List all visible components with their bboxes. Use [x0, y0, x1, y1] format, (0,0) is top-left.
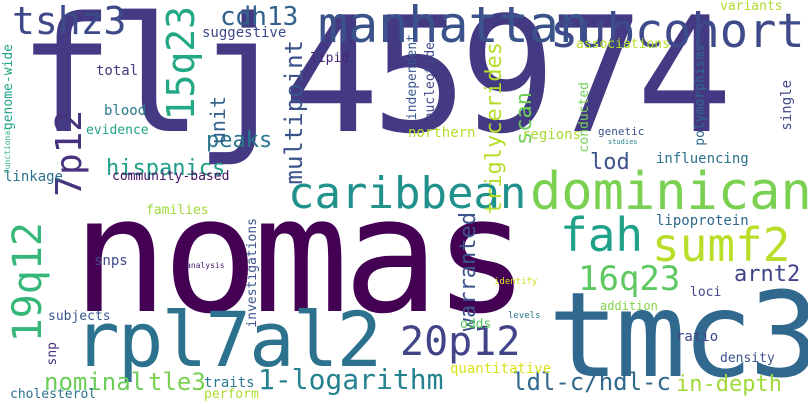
word-ldl-c-hdl-c: ldl-c/hdl-c — [512, 368, 671, 396]
word-fah: fah — [560, 208, 644, 262]
word-associations: associations — [576, 37, 670, 52]
word-blood: blood — [104, 103, 147, 119]
word-ratio: ratio — [676, 329, 719, 345]
word-cdh13: cdh13 — [220, 2, 299, 32]
word-15q23: 15q23 — [159, 6, 203, 121]
word-tmc3: tmc3 — [548, 266, 808, 404]
word-addition: addition — [600, 299, 658, 313]
word-functional: functional — [3, 126, 12, 175]
word-families: families — [146, 203, 209, 218]
word-quantitative: quantitative — [450, 361, 552, 377]
word-odds: odds — [460, 317, 492, 332]
word-snp: snp — [45, 342, 60, 366]
word-caribbean: caribbean — [288, 168, 527, 219]
word-triglycerides: triglycerides — [482, 42, 507, 215]
word-lipoprotein: lipoprotein — [656, 213, 749, 229]
word-subcohort: subcohort — [550, 4, 805, 59]
word-independent: independent — [405, 34, 420, 121]
word-lod: lod — [590, 150, 630, 175]
word-variants: variants — [720, 0, 783, 14]
word-unit: unit — [206, 96, 230, 145]
word-flj45974: flj45974 — [18, 0, 733, 169]
word-total: total — [96, 63, 139, 79]
word-nucleotide: nucleotide — [423, 42, 438, 121]
word-snps: snps — [94, 253, 128, 269]
word-loci: loci — [690, 285, 722, 300]
word-peaks: peaks — [206, 128, 273, 153]
word-genetic: genetic — [598, 125, 645, 138]
word-regions: regions — [522, 127, 582, 143]
word-analysis: analysis — [186, 261, 225, 270]
word-in-depth: in-depth — [676, 372, 782, 397]
word-suggestive: suggestive — [202, 25, 287, 41]
word-investigations: investigations — [245, 218, 260, 328]
word-studies: studies — [608, 138, 638, 146]
word-northern: northern — [408, 125, 476, 141]
word-influencing: influencing — [656, 151, 749, 167]
word-nomas: nomas — [72, 162, 530, 349]
word-density: density — [720, 351, 775, 366]
word-community-based: community-based — [112, 169, 230, 184]
word-subjects: subjects — [48, 309, 111, 324]
word-sumf2: sumf2 — [652, 218, 791, 272]
word-tshz3: tshz3 — [12, 0, 127, 43]
word-16q23: 16q23 — [578, 259, 681, 299]
word-evidence: evidence — [86, 123, 149, 138]
word-linkage: linkage — [4, 169, 64, 185]
word-hispanics: hispanics — [106, 156, 226, 181]
word-dominican: dominican — [530, 162, 808, 222]
word-manhattan: manhattan — [318, 0, 589, 54]
word-19q12: 19q12 — [5, 222, 51, 343]
word-genome-wide: genome-wide — [1, 44, 16, 131]
word-warranted: warranted — [456, 212, 481, 332]
word-tle3: tle3 — [148, 368, 206, 396]
word-perform: perform — [204, 387, 259, 402]
word-levels: levels — [508, 311, 541, 321]
word-1-logarithm: 1-logarithm — [258, 363, 444, 396]
word-cholesterol: cholesterol — [10, 387, 97, 402]
word-single: single — [779, 80, 795, 131]
word-identify: identify — [494, 277, 538, 287]
word-nominal: nominal — [44, 368, 146, 396]
word-lipid: lipid — [310, 51, 350, 66]
word-arnt2: arnt2 — [734, 262, 801, 287]
word-rpl7al2: rpl7al2 — [74, 295, 382, 384]
word-polymorphisms: polymorphisms — [693, 44, 708, 146]
word-20p12: 20p12 — [400, 319, 521, 365]
word-multipoint: multipoint — [280, 40, 308, 185]
word-traits: traits — [204, 375, 255, 391]
